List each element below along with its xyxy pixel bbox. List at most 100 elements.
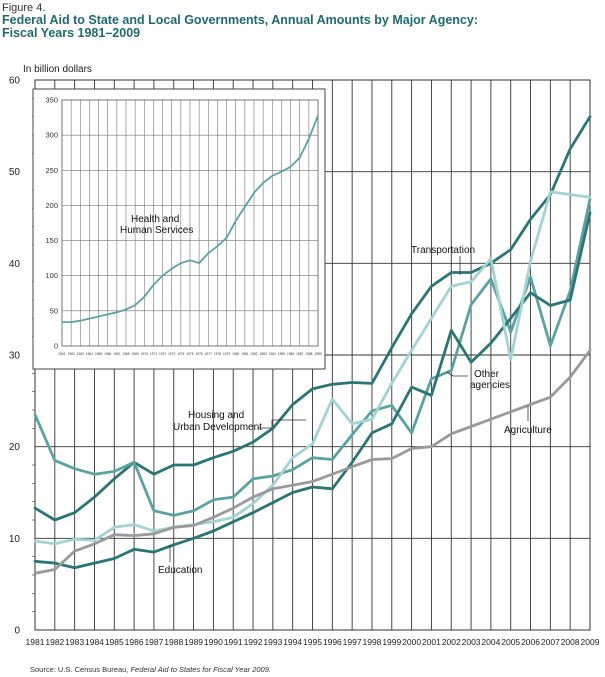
inset-x-tick-label: 1980 [232,352,239,356]
inset-y-tick-label: 150 [45,236,58,245]
inset-x-tick-label: 1967 [113,352,120,356]
inset-x-ticks: 1961 1962 1963 1964 1965 1966 1967 1968 1969 1970… [58,352,321,356]
main-x-tick-label: 1998 [363,637,382,647]
main-x-tick-label: 2003 [462,637,481,647]
inset-x-tick-label: 1962 [68,352,75,356]
inset-series-line [62,115,319,324]
main-x-tick-label: 1995 [303,637,322,647]
inset-x-tick-label: 1988 [305,352,312,356]
inset-series-line-health-and-human-services [62,115,319,324]
main-x-tick-label: 2008 [561,637,580,647]
inset-x-tick-label: 1976 [196,352,203,356]
inset-x-tick-label: 1979 [223,352,230,356]
main-x-tick-label: 2002 [442,637,461,647]
main-x-tick-label: 2009 [581,637,600,647]
label-transportation: Transportation [411,245,475,256]
series-line-agriculture [33,348,592,575]
inset-x-tick-label: 1968 [122,352,129,356]
main-x-tick-label: 1987 [144,637,163,647]
inset-x-tick-label: 1969 [132,352,139,356]
chart-title-line1: Federal Aid to State and Local Governmen… [2,13,478,27]
label-education: Education [158,565,202,576]
main-x-tick-label: 1997 [343,637,362,647]
inset-x-tick-label: 1975 [186,352,193,356]
main-series-lines [33,115,592,575]
main-y-tick-label: 0 [14,626,20,637]
main-x-tick-label: 1981 [26,637,45,647]
source-title: Federal Aid to States for Fiscal Year 20… [130,665,271,674]
label-housing-line2: Urban Development [173,422,262,433]
series-line-other-agencies [33,190,592,546]
series-line-education [33,211,592,570]
inset-y-tick-label: 50 [50,306,58,315]
inset-x-tick-label: 1965 [95,352,102,356]
main-x-tick-label: 1988 [164,637,183,647]
inset-frame [32,88,326,370]
main-x-tick-label: 1996 [323,637,342,647]
inset-y-tick-label: 300 [45,131,58,140]
inset-y-tick-label: 100 [45,271,58,280]
inset-x-tick-label: 1963 [77,352,84,356]
inset-x-tick-label: 1970 [141,352,148,356]
main-x-tick-label: 1986 [125,637,144,647]
inset-y-tick-label: 0 [54,342,58,351]
inset-x-tick-label: 1982 [250,352,257,356]
main-x-tick-label: 1989 [184,637,203,647]
leader-housing [258,419,306,429]
inset-x-tick-label: 1977 [205,352,212,356]
main-x-tick-label: 1990 [204,637,223,647]
inset-x-tick-label: 1961 [58,352,65,356]
main-x-tick-label: 1999 [382,637,401,647]
inset-y-ticks: 0 50 100 150 200 250 300 350 [45,96,58,351]
inset-y-tick-label: 350 [45,96,58,105]
main-x-tick-label: 1994 [283,637,302,647]
inset-label-line2: Human Services [120,225,193,236]
main-y-ticks: 0 10 20 30 40 50 60 [9,76,21,637]
main-x-tick-label: 1985 [105,637,124,647]
inset-x-tick-label: 1971 [150,352,157,356]
inset-label-line1: Health and [131,214,179,225]
inset-x-tick-label: 1964 [86,352,93,356]
main-x-tick-label: 2000 [402,637,421,647]
main-x-tick-label: 1992 [244,637,263,647]
inset-y-tick-label: 200 [45,201,58,210]
inset-y-tick-label: 250 [45,166,58,175]
main-y-tick-label: 30 [9,351,21,362]
leader-other [446,371,468,377]
main-x-tick-label: 2004 [481,637,500,647]
inset-grid [61,99,319,347]
chart-title-line2: Fiscal Years 1981–2009 [2,26,140,40]
inset-x-tick-label: 1984 [269,352,276,356]
inset-x-tick-label: 1974 [177,352,184,356]
main-x-tick-label: 1984 [85,637,104,647]
inset-x-tick-label: 1983 [260,352,267,356]
main-x-ticks: 1981 1982 1983 1984 1985 1986 1987 1988 1989 1990… [26,637,600,647]
main-x-tick-label: 2005 [501,637,520,647]
main-y-tick-label: 10 [9,534,21,545]
label-housing-line1: Housing and [188,410,244,421]
main-x-tick-label: 2007 [541,637,560,647]
source-prefix: Source: U.S. Census Bureau, [30,665,130,674]
inset-x-tick-label: 1973 [168,352,175,356]
main-x-tick-label: 2006 [521,637,540,647]
main-x-tick-label: 1993 [263,637,282,647]
label-other-line2: agencies [470,380,510,391]
inset-x-tick-label: 1985 [278,352,285,356]
main-x-tick-label: 1983 [65,637,84,647]
inset-x-tick-label: 1986 [287,352,294,356]
inset-x-tick-label: 1987 [296,352,303,356]
inset-x-tick-label: 1989 [314,352,321,356]
inset-x-tick-label: 1978 [214,352,221,356]
label-other-line1: Other [474,369,500,380]
inset-x-tick-label: 1972 [159,352,166,356]
series-line-transportation [33,115,592,522]
figure-label: Figure 4. [2,2,45,14]
main-x-tick-label: 1991 [224,637,243,647]
main-y-tick-label: 50 [9,167,21,178]
main-x-tick-label: 2001 [422,637,441,647]
inset-x-tick-label: 1966 [104,352,111,356]
label-agriculture: Agriculture [504,425,552,436]
main-x-tick-label: 1982 [45,637,64,647]
inset-x-tick-label: 1981 [241,352,248,356]
